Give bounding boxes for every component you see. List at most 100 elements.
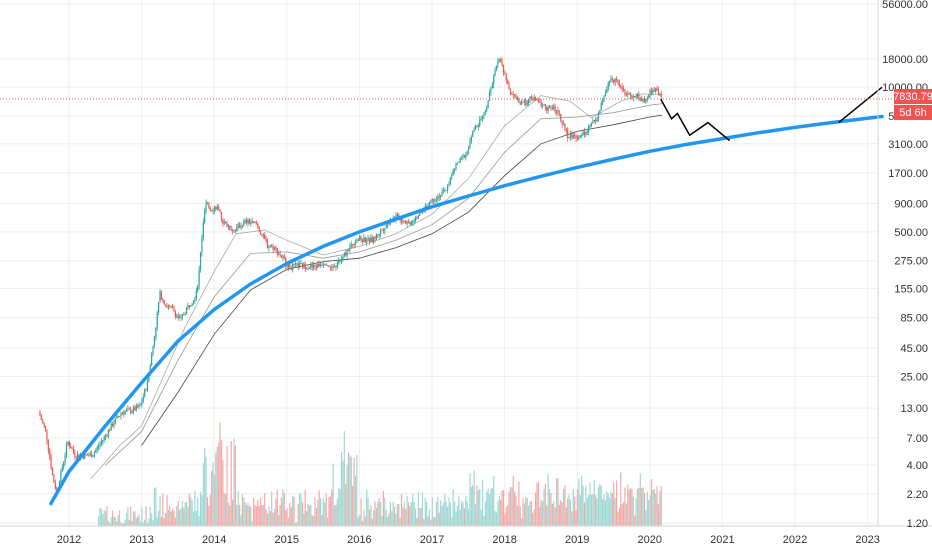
candle-body bbox=[71, 448, 73, 450]
volume-bar bbox=[403, 501, 405, 526]
volume-bar bbox=[198, 516, 200, 526]
candle-body bbox=[194, 298, 196, 301]
candle-body bbox=[650, 90, 653, 93]
countdown-badge bbox=[894, 105, 932, 120]
volume-bar bbox=[202, 463, 204, 526]
volume-bar bbox=[335, 504, 337, 526]
candle-body bbox=[467, 147, 470, 151]
x-axis[interactable]: 2012 2013 2014 2015 2016 2017 2018 2019 2020 2021… bbox=[57, 534, 880, 546]
candle-body bbox=[639, 98, 641, 100]
candle-body bbox=[400, 218, 403, 222]
candle-body bbox=[618, 83, 620, 87]
volume-bar bbox=[241, 494, 244, 526]
volume-bar bbox=[618, 507, 620, 526]
candle-body bbox=[127, 408, 129, 410]
candle-body bbox=[500, 58, 502, 62]
volume-bar bbox=[434, 517, 436, 526]
volume-bar bbox=[145, 506, 147, 526]
volume-bar bbox=[104, 511, 107, 526]
candle-body bbox=[476, 125, 478, 127]
candle-body bbox=[349, 245, 351, 251]
candle-body bbox=[225, 221, 227, 223]
volume-bar bbox=[615, 480, 618, 526]
candle-body bbox=[602, 100, 604, 103]
candle-body bbox=[125, 409, 128, 412]
volume-bar bbox=[564, 484, 566, 526]
candle-body bbox=[540, 101, 542, 107]
x-tick-label: 2023 bbox=[855, 534, 879, 546]
volume-bar bbox=[639, 473, 641, 526]
candle-body bbox=[502, 65, 505, 73]
volume-bar bbox=[123, 523, 125, 526]
volume-bar bbox=[525, 497, 527, 526]
volume-bar bbox=[282, 489, 284, 526]
candle-body bbox=[338, 260, 340, 263]
x-tick-label: 2019 bbox=[565, 534, 589, 546]
candle-body bbox=[657, 90, 660, 95]
volume-bar bbox=[660, 486, 662, 526]
candle-body bbox=[146, 380, 149, 390]
volume-bar bbox=[642, 487, 644, 526]
volume-bar bbox=[99, 507, 101, 526]
volume-bar bbox=[497, 500, 499, 526]
candle-body bbox=[213, 206, 216, 211]
candle-body bbox=[266, 241, 269, 248]
candle-body bbox=[402, 221, 404, 223]
volume-bar bbox=[132, 511, 135, 526]
candle-body bbox=[192, 300, 195, 304]
candle-body bbox=[624, 90, 626, 95]
candle-body bbox=[558, 113, 560, 115]
volume-bar bbox=[448, 497, 450, 526]
volume-bar bbox=[402, 507, 404, 526]
candle-body bbox=[285, 258, 287, 266]
candle-body bbox=[144, 389, 146, 397]
volume-bar bbox=[528, 505, 530, 526]
candle-body bbox=[441, 191, 443, 195]
candle-body bbox=[583, 131, 586, 135]
volume-bar bbox=[155, 487, 157, 526]
candle-body bbox=[370, 237, 372, 242]
volume-bar bbox=[236, 504, 238, 526]
volume-bar bbox=[303, 513, 305, 526]
volume-bar bbox=[171, 508, 174, 526]
candle-body bbox=[205, 202, 207, 211]
candle-body bbox=[536, 99, 538, 101]
volume-bar bbox=[148, 518, 150, 526]
candle-body bbox=[78, 454, 80, 458]
volume-bar bbox=[287, 517, 290, 526]
volume-bar bbox=[600, 486, 602, 526]
candle-body bbox=[170, 306, 172, 307]
candle-body bbox=[299, 263, 301, 268]
volume-bar bbox=[512, 476, 514, 526]
candle-body bbox=[574, 135, 576, 137]
volume-bar bbox=[652, 489, 654, 526]
candle-body bbox=[333, 265, 336, 267]
volume-bar bbox=[603, 494, 605, 526]
y-axis[interactable]: 56000.0018000.0010000.005500.003100.0017… bbox=[882, 0, 928, 530]
volume-bar bbox=[583, 502, 586, 526]
candle-body bbox=[455, 163, 457, 169]
candle-body bbox=[426, 205, 428, 207]
volume-bar bbox=[134, 511, 136, 526]
candle-body bbox=[494, 69, 496, 76]
candle-body bbox=[273, 247, 276, 250]
candle-body bbox=[444, 190, 446, 192]
volume-bar bbox=[515, 496, 517, 526]
volume-bar bbox=[297, 503, 299, 526]
candle-body bbox=[578, 136, 580, 139]
volume-bar bbox=[218, 442, 220, 526]
candle-body bbox=[123, 412, 125, 414]
candle-body bbox=[70, 446, 72, 449]
candle-body bbox=[491, 84, 493, 88]
volume-bar bbox=[441, 505, 443, 526]
volume-bar bbox=[230, 441, 232, 526]
candle-body bbox=[486, 108, 488, 112]
candle-body bbox=[345, 253, 347, 256]
volume-bar bbox=[412, 494, 414, 526]
candle-body bbox=[364, 237, 366, 243]
candle-body bbox=[152, 345, 154, 354]
candle-body bbox=[124, 411, 126, 414]
volume-bar bbox=[657, 504, 660, 526]
